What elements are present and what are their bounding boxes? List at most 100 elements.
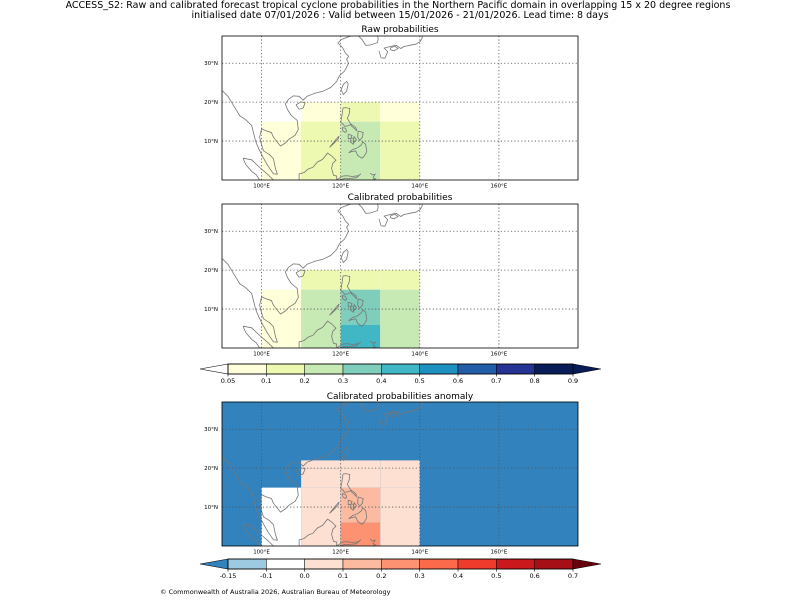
panel-title: Calibrated probabilities [348,193,453,203]
coastline [389,46,399,52]
probability-cell [380,102,420,122]
colorbar-swatch [227,363,267,375]
x-tick-label: 120°E [332,550,349,556]
colorbar-swatch [342,363,382,375]
y-tick-label: 20°N [204,100,218,106]
map-body [222,36,578,180]
colorbar-swatch [381,558,420,570]
coastline [378,36,423,59]
colorbar-tick-label: 0.9 [568,377,578,385]
probability-cell [380,121,420,180]
colorbar-tick-label: 0.5 [414,377,424,385]
coastline [329,303,340,316]
coastline [389,412,399,418]
coastline [348,309,368,327]
colorbar-tick-label: 0.3 [338,377,348,385]
colorbar-swatch [496,363,535,375]
coastline [341,493,348,500]
colorbar-tick-label: 0.1 [261,377,271,385]
coastline [370,538,377,546]
colorbar-tick-label: 0.0 [299,572,309,580]
colorbar-tick-label: 0.2 [299,377,309,385]
x-tick-label: 140°E [411,550,428,556]
coastline [358,36,379,46]
coastline [340,248,349,264]
coastline [353,136,358,144]
coastline [358,402,379,412]
colorbar-tick-label: -0.15 [220,572,237,580]
colorbar-tick-label: 0.2 [376,572,386,580]
coastline [222,36,352,175]
coastline [348,141,368,159]
x-tick-label: 120°E [332,352,349,358]
probability-cell [301,270,341,290]
figure-title-line1: ACCESS_S2: Raw and calibrated forecast t… [66,0,731,11]
colorbar-swatch [457,558,497,570]
map-frame [221,401,579,547]
y-tick-label: 10°N [204,505,218,511]
probability-cell [301,468,341,488]
y-tick-label: 30°N [204,61,218,67]
coastline [222,402,352,541]
colorbar-swatch [381,363,420,375]
panel-title: Calibrated probabilities anomaly [327,392,474,402]
colorbar-tick-label: 0.8 [529,377,539,385]
colorbar-tick-label: -0.1 [260,572,273,580]
colorbar-swatch [266,363,305,375]
colorbar-tick-label: 0.4 [453,572,463,580]
coastline [329,135,340,148]
probability-cell [261,487,302,546]
y-tick-label: 20°N [204,268,218,274]
probability-cell [340,270,381,290]
colorbar-tick-label: 0.6 [529,572,539,580]
coastline [340,275,358,300]
coastline [242,523,274,546]
coastline [222,204,352,343]
coastline [358,204,379,214]
coastline [340,473,358,498]
colorbar-over-extension [572,363,602,375]
y-tick-label: 30°N [204,229,218,235]
probability-cell [380,289,420,348]
map-frame [221,35,579,181]
probability-cell [301,487,341,546]
coastline [341,127,348,134]
coastline [242,158,260,180]
coastline [341,295,348,302]
coastline [242,524,260,546]
coastline [349,503,355,511]
probability-cell [301,121,341,180]
x-tick-label: 100°E [253,352,270,358]
colorbar-swatch [534,558,574,570]
x-tick-label: 160°E [491,184,508,190]
x-tick-label: 100°E [253,184,270,190]
coastline [336,341,362,348]
coastline [340,446,349,462]
probability-cell [261,121,302,180]
raw-probabilities-map: Raw probabilities 100°E 120°E 140°E 160°E 10°… [204,25,579,190]
colorbar-swatch [457,363,497,375]
coastline [349,305,355,313]
coastline [298,320,338,348]
colorbar-tick-label: 0.3 [414,572,424,580]
colorbar-tick-label: 0.6 [453,377,463,385]
probability-cell [301,102,341,122]
map-body [222,204,578,348]
colorbar-swatch [419,363,459,375]
coastline [340,80,349,96]
colorbar-swatch [227,558,267,570]
probability-cell [340,324,381,348]
panel-title: Raw probabilities [361,25,439,35]
colorbar-swatch [304,558,344,570]
colorbar-tick-label: 0.05 [221,377,235,385]
coastline [329,501,340,514]
coastline [349,137,355,145]
coastline [336,173,362,180]
coastline [340,107,358,132]
probability-cell [380,487,420,546]
coastline [242,325,274,348]
y-tick-label: 10°N [204,307,218,313]
calibrated-probabilities-map: Calibrated probabilities 100°E 120°E 140°E 1… [204,193,579,358]
colorbar-swatch [342,558,382,570]
